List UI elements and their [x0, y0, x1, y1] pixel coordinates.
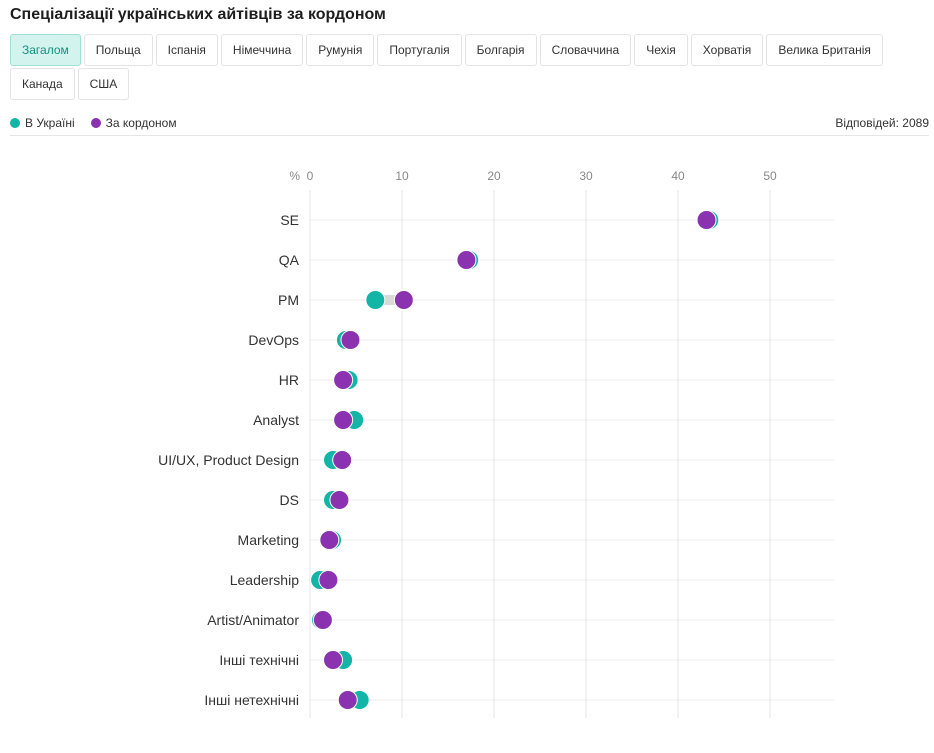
category-label: DS	[280, 492, 299, 508]
point-abroad	[332, 450, 353, 470]
category-label: DevOps	[248, 332, 299, 348]
category-label: Artist/Animator	[207, 612, 299, 628]
point-abroad	[340, 330, 361, 350]
category-label: Marketing	[238, 532, 299, 548]
tab-6[interactable]: Болгарія	[464, 34, 537, 66]
category-label: Leadership	[230, 572, 299, 588]
x-tick-label: 50	[763, 169, 777, 183]
country-tabs: Загалом Польща Іспанія Німеччина Румунія Порт…	[10, 34, 910, 102]
legend-label-abroad: За кордоном	[105, 116, 177, 130]
unit-label: %	[289, 169, 300, 183]
category-label: Інші нетехнічні	[204, 692, 299, 708]
responses-count: Відповідей: 2089	[835, 116, 929, 130]
legend-label-ukraine: В Україні	[25, 116, 75, 130]
page-title: Спеціалізації українських айтівців за ко…	[10, 6, 386, 23]
point-ukraine	[365, 290, 386, 310]
tab-1[interactable]: Польща	[83, 34, 153, 66]
point-abroad	[337, 690, 358, 710]
tab-9[interactable]: Хорватія	[690, 34, 764, 66]
category-label: PM	[278, 292, 299, 308]
category-label: Інші технічні	[219, 652, 299, 668]
legend: В Україні За кордоном	[10, 116, 193, 130]
legend-dot-ukraine	[10, 118, 20, 128]
point-abroad	[696, 210, 717, 230]
tab-2[interactable]: Іспанія	[155, 34, 218, 66]
category-label: SE	[280, 212, 299, 228]
tab-7[interactable]: Словаччина	[539, 34, 632, 66]
legend-dot-abroad	[90, 118, 101, 128]
point-abroad	[333, 370, 354, 390]
tab-3[interactable]: Німеччина	[220, 34, 304, 66]
divider	[10, 135, 929, 136]
point-abroad	[323, 650, 343, 670]
point-abroad	[333, 410, 354, 430]
point-abroad	[312, 610, 333, 630]
x-tick-label: 20	[487, 169, 501, 183]
x-tick-label: 0	[307, 169, 314, 183]
legend-item-abroad[interactable]: За кордоном	[90, 116, 177, 130]
category-label: HR	[279, 372, 299, 388]
category-label: QA	[279, 252, 300, 268]
category-label: UI/UX, Product Design	[158, 452, 299, 468]
tab-0[interactable]: Загалом	[10, 34, 81, 66]
tab-8[interactable]: Чехія	[634, 34, 688, 66]
tab-11[interactable]: Канада	[10, 68, 75, 100]
point-abroad	[456, 250, 477, 270]
x-tick-label: 10	[395, 169, 409, 183]
point-abroad	[393, 290, 414, 310]
tab-10[interactable]: Велика Британія	[766, 34, 883, 66]
legend-item-ukraine[interactable]: В Україні	[10, 116, 75, 130]
tab-12[interactable]: США	[77, 68, 130, 100]
tab-4[interactable]: Румунія	[306, 34, 375, 66]
point-abroad	[319, 530, 340, 550]
point-abroad	[318, 570, 339, 590]
x-tick-label: 30	[579, 169, 593, 183]
tab-5[interactable]: Португалія	[377, 34, 462, 66]
category-label: Analyst	[253, 412, 299, 428]
point-abroad	[329, 490, 350, 510]
x-tick-label: 40	[671, 169, 685, 183]
